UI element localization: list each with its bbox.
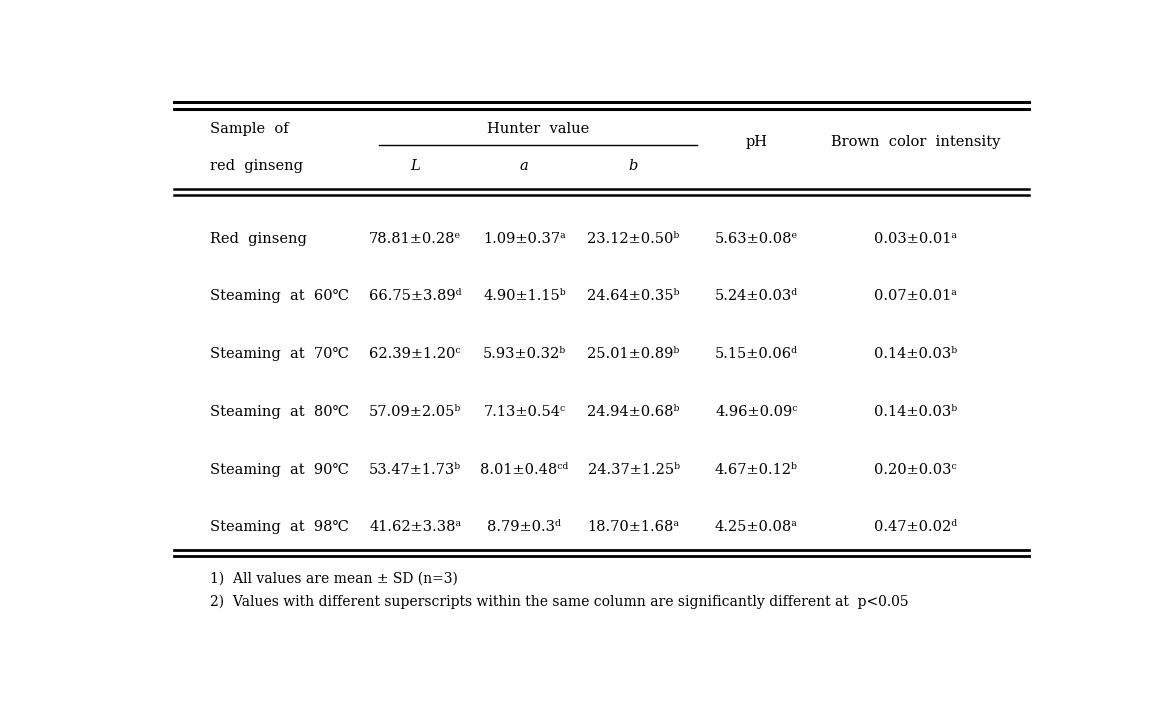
Text: 24.94±0.68ᵇ: 24.94±0.68ᵇ: [587, 405, 680, 419]
Text: 62.39±1.20ᶜ: 62.39±1.20ᶜ: [370, 347, 461, 361]
Text: Steaming  at  60℃: Steaming at 60℃: [210, 289, 350, 304]
Text: red  ginseng: red ginseng: [210, 159, 303, 174]
Text: L: L: [410, 159, 420, 174]
Text: 24.64±0.35ᵇ: 24.64±0.35ᵇ: [587, 289, 680, 304]
Text: Steaming  at  80℃: Steaming at 80℃: [210, 405, 350, 419]
Text: 66.75±3.89ᵈ: 66.75±3.89ᵈ: [369, 289, 461, 304]
Text: 7.13±0.54ᶜ: 7.13±0.54ᶜ: [484, 405, 566, 419]
Text: a: a: [520, 159, 528, 174]
Text: Hunter  value: Hunter value: [487, 122, 589, 136]
Text: 8.01±0.48ᶜᵈ: 8.01±0.48ᶜᵈ: [480, 463, 568, 477]
Text: Sample  of: Sample of: [210, 122, 289, 136]
Text: 0.20±0.03ᶜ: 0.20±0.03ᶜ: [875, 463, 957, 477]
Text: b: b: [629, 159, 639, 174]
Text: Red  ginseng: Red ginseng: [210, 231, 308, 246]
Text: 18.70±1.68ᵃ: 18.70±1.68ᵃ: [587, 521, 680, 534]
Text: 5.63±0.08ᵉ: 5.63±0.08ᵉ: [715, 231, 798, 246]
Text: 0.14±0.03ᵇ: 0.14±0.03ᵇ: [873, 347, 957, 361]
Text: 41.62±3.38ᵃ: 41.62±3.38ᵃ: [369, 521, 461, 534]
Text: 1)  All values are mean ± SD (n=3): 1) All values are mean ± SD (n=3): [210, 572, 458, 586]
Text: 4.96±0.09ᶜ: 4.96±0.09ᶜ: [715, 405, 797, 419]
Text: Steaming  at  90℃: Steaming at 90℃: [210, 463, 350, 477]
Text: 8.79±0.3ᵈ: 8.79±0.3ᵈ: [487, 521, 561, 534]
Text: Steaming  at  98℃: Steaming at 98℃: [210, 521, 350, 534]
Text: 4.90±1.15ᵇ: 4.90±1.15ᵇ: [483, 289, 566, 304]
Text: 5.24±0.03ᵈ: 5.24±0.03ᵈ: [715, 289, 798, 304]
Text: 78.81±0.28ᵉ: 78.81±0.28ᵉ: [369, 231, 461, 246]
Text: 0.07±0.01ᵃ: 0.07±0.01ᵃ: [875, 289, 957, 304]
Text: 53.47±1.73ᵇ: 53.47±1.73ᵇ: [369, 463, 461, 477]
Text: 25.01±0.89ᵇ: 25.01±0.89ᵇ: [587, 347, 680, 361]
Text: pH: pH: [745, 135, 768, 149]
Text: 57.09±2.05ᵇ: 57.09±2.05ᵇ: [369, 405, 461, 419]
Text: 5.93±0.32ᵇ: 5.93±0.32ᵇ: [483, 347, 566, 361]
Text: 4.25±0.08ᵃ: 4.25±0.08ᵃ: [715, 521, 798, 534]
Text: 4.67±0.12ᵇ: 4.67±0.12ᵇ: [715, 463, 798, 477]
Text: 0.47±0.02ᵈ: 0.47±0.02ᵈ: [873, 521, 957, 534]
Text: 0.03±0.01ᵃ: 0.03±0.01ᵃ: [875, 231, 957, 246]
Text: 1.09±0.37ᵃ: 1.09±0.37ᵃ: [483, 231, 566, 246]
Text: Steaming  at  70℃: Steaming at 70℃: [210, 347, 350, 361]
Text: 23.12±0.50ᵇ: 23.12±0.50ᵇ: [587, 231, 680, 246]
Text: Brown  color  intensity: Brown color intensity: [831, 135, 1000, 149]
Text: 2)  Values with different superscripts within the same column are significantly : 2) Values with different superscripts wi…: [210, 595, 909, 609]
Text: 5.15±0.06ᵈ: 5.15±0.06ᵈ: [715, 347, 798, 361]
Text: 24.37±1.25ᵇ: 24.37±1.25ᵇ: [587, 463, 680, 477]
Text: 0.14±0.03ᵇ: 0.14±0.03ᵇ: [873, 405, 957, 419]
